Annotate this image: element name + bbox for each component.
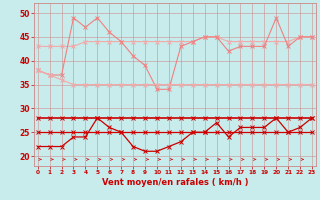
X-axis label: Vent moyen/en rafales ( km/h ): Vent moyen/en rafales ( km/h ) [101, 178, 248, 187]
